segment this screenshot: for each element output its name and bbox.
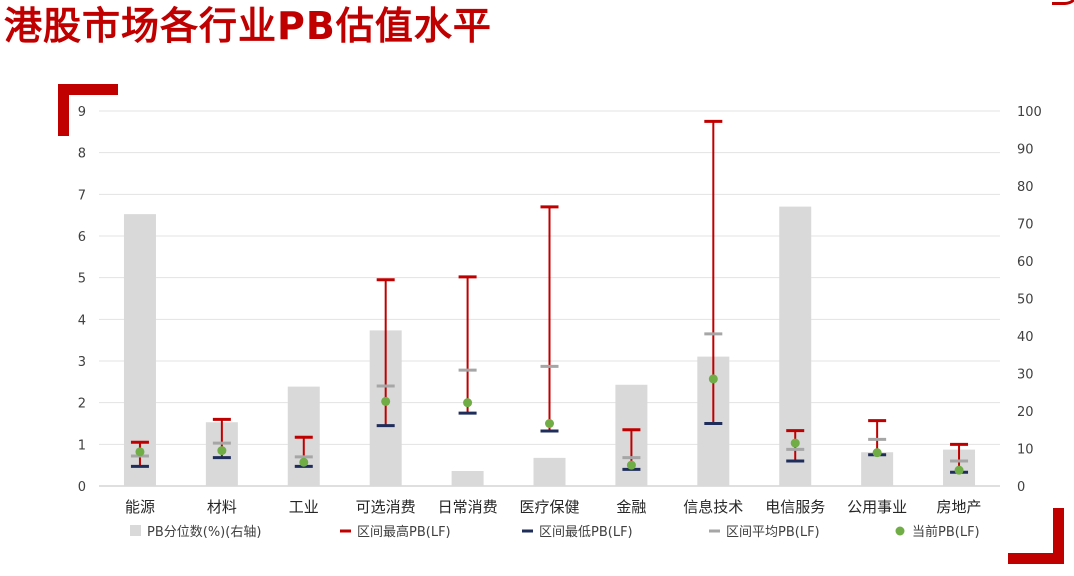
current-pb-dot <box>545 419 554 428</box>
current-pb-dot <box>954 465 964 475</box>
left-tick-label: 3 <box>78 355 86 370</box>
category-label: 可选消费 <box>356 498 416 516</box>
left-tick-label: 7 <box>78 188 86 203</box>
left-tick-label: 5 <box>78 272 86 287</box>
category-label: 材料 <box>207 498 237 516</box>
current-pb-dot <box>299 457 309 467</box>
corner-accent-bottom-right-vertical <box>1053 508 1064 564</box>
current-pb-dot <box>135 447 145 457</box>
right-tick-label: 70 <box>1017 218 1034 233</box>
category-label: 金融 <box>616 498 646 516</box>
page-title: 港股市场各行业PB估值水平 <box>4 4 492 48</box>
left-tick-label: 1 <box>78 438 86 453</box>
left-tick-label: 4 <box>78 313 86 328</box>
right-tick-label: 10 <box>1017 443 1034 458</box>
corner-accent-bottom-right <box>1008 553 1064 564</box>
right-tick-label: 0 <box>1017 480 1025 495</box>
category-label: 能源 <box>125 498 155 516</box>
right-tick-label: 60 <box>1017 255 1034 270</box>
legend-label: 当前PB(LF) <box>912 524 980 540</box>
current-pb-dot <box>872 448 882 458</box>
category-label: 公用事业 <box>847 498 907 516</box>
current-pb-dot <box>626 460 636 470</box>
current-pb-dot <box>790 438 800 448</box>
category-label: 电信服务 <box>765 498 825 516</box>
left-tick-label: 6 <box>78 230 86 245</box>
legend-swatch <box>895 526 905 536</box>
current-pb-dot <box>217 446 227 456</box>
category-label: 日常消费 <box>438 498 498 516</box>
corner-accent-top-left <box>58 84 118 95</box>
right-tick-label: 20 <box>1017 405 1034 420</box>
percentile-bar <box>451 471 484 486</box>
legend-label: 区间最高PB(LF) <box>357 524 451 540</box>
legend-swatch <box>130 525 141 536</box>
legend-label: 区间最低PB(LF) <box>539 525 633 540</box>
legend-label: PB分位数(%)(右轴) <box>147 525 261 540</box>
corner-accent-top-right <box>1052 0 1074 5</box>
legend-label: 区间平均PB(LF) <box>726 525 820 540</box>
right-axis-ticks: 0 10 20 30 40 50 60 70 80 90 100 <box>1017 105 1042 495</box>
percentile-bar <box>861 452 894 486</box>
left-tick-label: 2 <box>78 397 86 412</box>
right-tick-label: 40 <box>1017 330 1034 345</box>
current-pb-dot <box>381 396 391 406</box>
category-label: 信息技术 <box>683 498 743 516</box>
right-tick-label: 90 <box>1017 143 1034 158</box>
left-tick-label: 9 <box>78 105 86 120</box>
left-axis-ticks: 0 1 2 3 4 5 6 7 8 9 <box>78 105 86 495</box>
left-tick-label: 8 <box>78 147 86 162</box>
current-pb-dot <box>463 398 473 408</box>
right-tick-label: 80 <box>1017 180 1034 195</box>
category-label: 工业 <box>289 498 319 516</box>
left-tick-label: 0 <box>78 480 86 495</box>
right-tick-label: 50 <box>1017 293 1034 308</box>
legend: PB分位数(%)(右轴) 区间最高PB(LF) 区间最低PB(LF) 区间平均PB(L… <box>130 524 980 540</box>
current-pb-dot <box>708 374 718 384</box>
right-tick-label: 30 <box>1017 368 1034 383</box>
category-label: 房地产 <box>937 498 982 516</box>
corner-accent-top-left-vertical <box>58 84 69 136</box>
right-tick-label: 100 <box>1017 105 1042 120</box>
pb-range-marks <box>130 119 969 475</box>
category-label: 医疗保健 <box>519 498 579 516</box>
percentile-bar <box>123 214 156 486</box>
percentile-bar <box>533 457 566 486</box>
category-labels: 能源 材料 工业 可选消费 日常消费 医疗保健 金融 信息技术 电信服务 公用事业 房地产 <box>125 498 982 516</box>
